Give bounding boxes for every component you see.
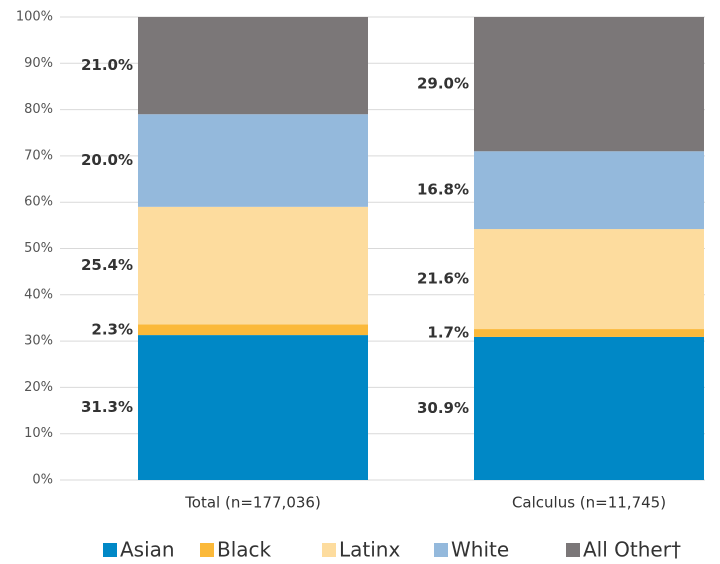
bar-segment — [138, 114, 368, 207]
x-tick-label: Calculus (n=11,745) — [512, 494, 666, 512]
bar-segment — [138, 17, 368, 115]
value-label: 21.6% — [417, 270, 469, 288]
legend-label: Black — [217, 538, 272, 562]
y-tick-label: 70% — [24, 148, 53, 163]
y-tick-label: 100% — [16, 10, 53, 25]
legend-label: White — [451, 538, 509, 562]
bar-segment — [474, 336, 704, 480]
legend-swatch — [566, 543, 580, 557]
bar-segment — [474, 329, 704, 337]
value-label: 25.4% — [81, 256, 133, 274]
value-label: 31.3% — [81, 398, 133, 416]
legend-label: Latinx — [339, 538, 400, 562]
y-tick-label: 30% — [24, 334, 53, 349]
x-tick-label: Total (n=177,036) — [184, 494, 321, 512]
legend-swatch — [200, 543, 214, 557]
bar-segment — [474, 151, 704, 230]
value-label: 20.0% — [81, 151, 133, 169]
bar-segment — [138, 206, 368, 325]
value-label: 21.0% — [81, 56, 133, 74]
y-tick-label: 40% — [24, 287, 53, 302]
value-label: 30.9% — [417, 399, 469, 417]
legend-label: Asian — [120, 538, 175, 562]
value-label: 29.0% — [417, 75, 469, 93]
value-label: 2.3% — [91, 320, 133, 338]
y-tick-label: 50% — [24, 241, 53, 256]
legend-swatch — [103, 543, 117, 557]
legend-swatch — [434, 543, 448, 557]
y-tick-label: 0% — [32, 473, 53, 488]
bar-segment — [474, 17, 704, 152]
bar-segment — [138, 335, 368, 480]
legend-swatch — [322, 543, 336, 557]
y-tick-label: 10% — [24, 426, 53, 441]
y-tick-label: 60% — [24, 195, 53, 210]
value-label: 16.8% — [417, 181, 469, 199]
y-tick-label: 90% — [24, 56, 53, 71]
bar-segment — [138, 324, 368, 336]
value-label: 1.7% — [427, 323, 469, 341]
bar-segment — [474, 229, 704, 330]
y-tick-label: 80% — [24, 102, 53, 117]
y-tick-label: 20% — [24, 380, 53, 395]
legend-label: All Other† — [583, 538, 681, 562]
